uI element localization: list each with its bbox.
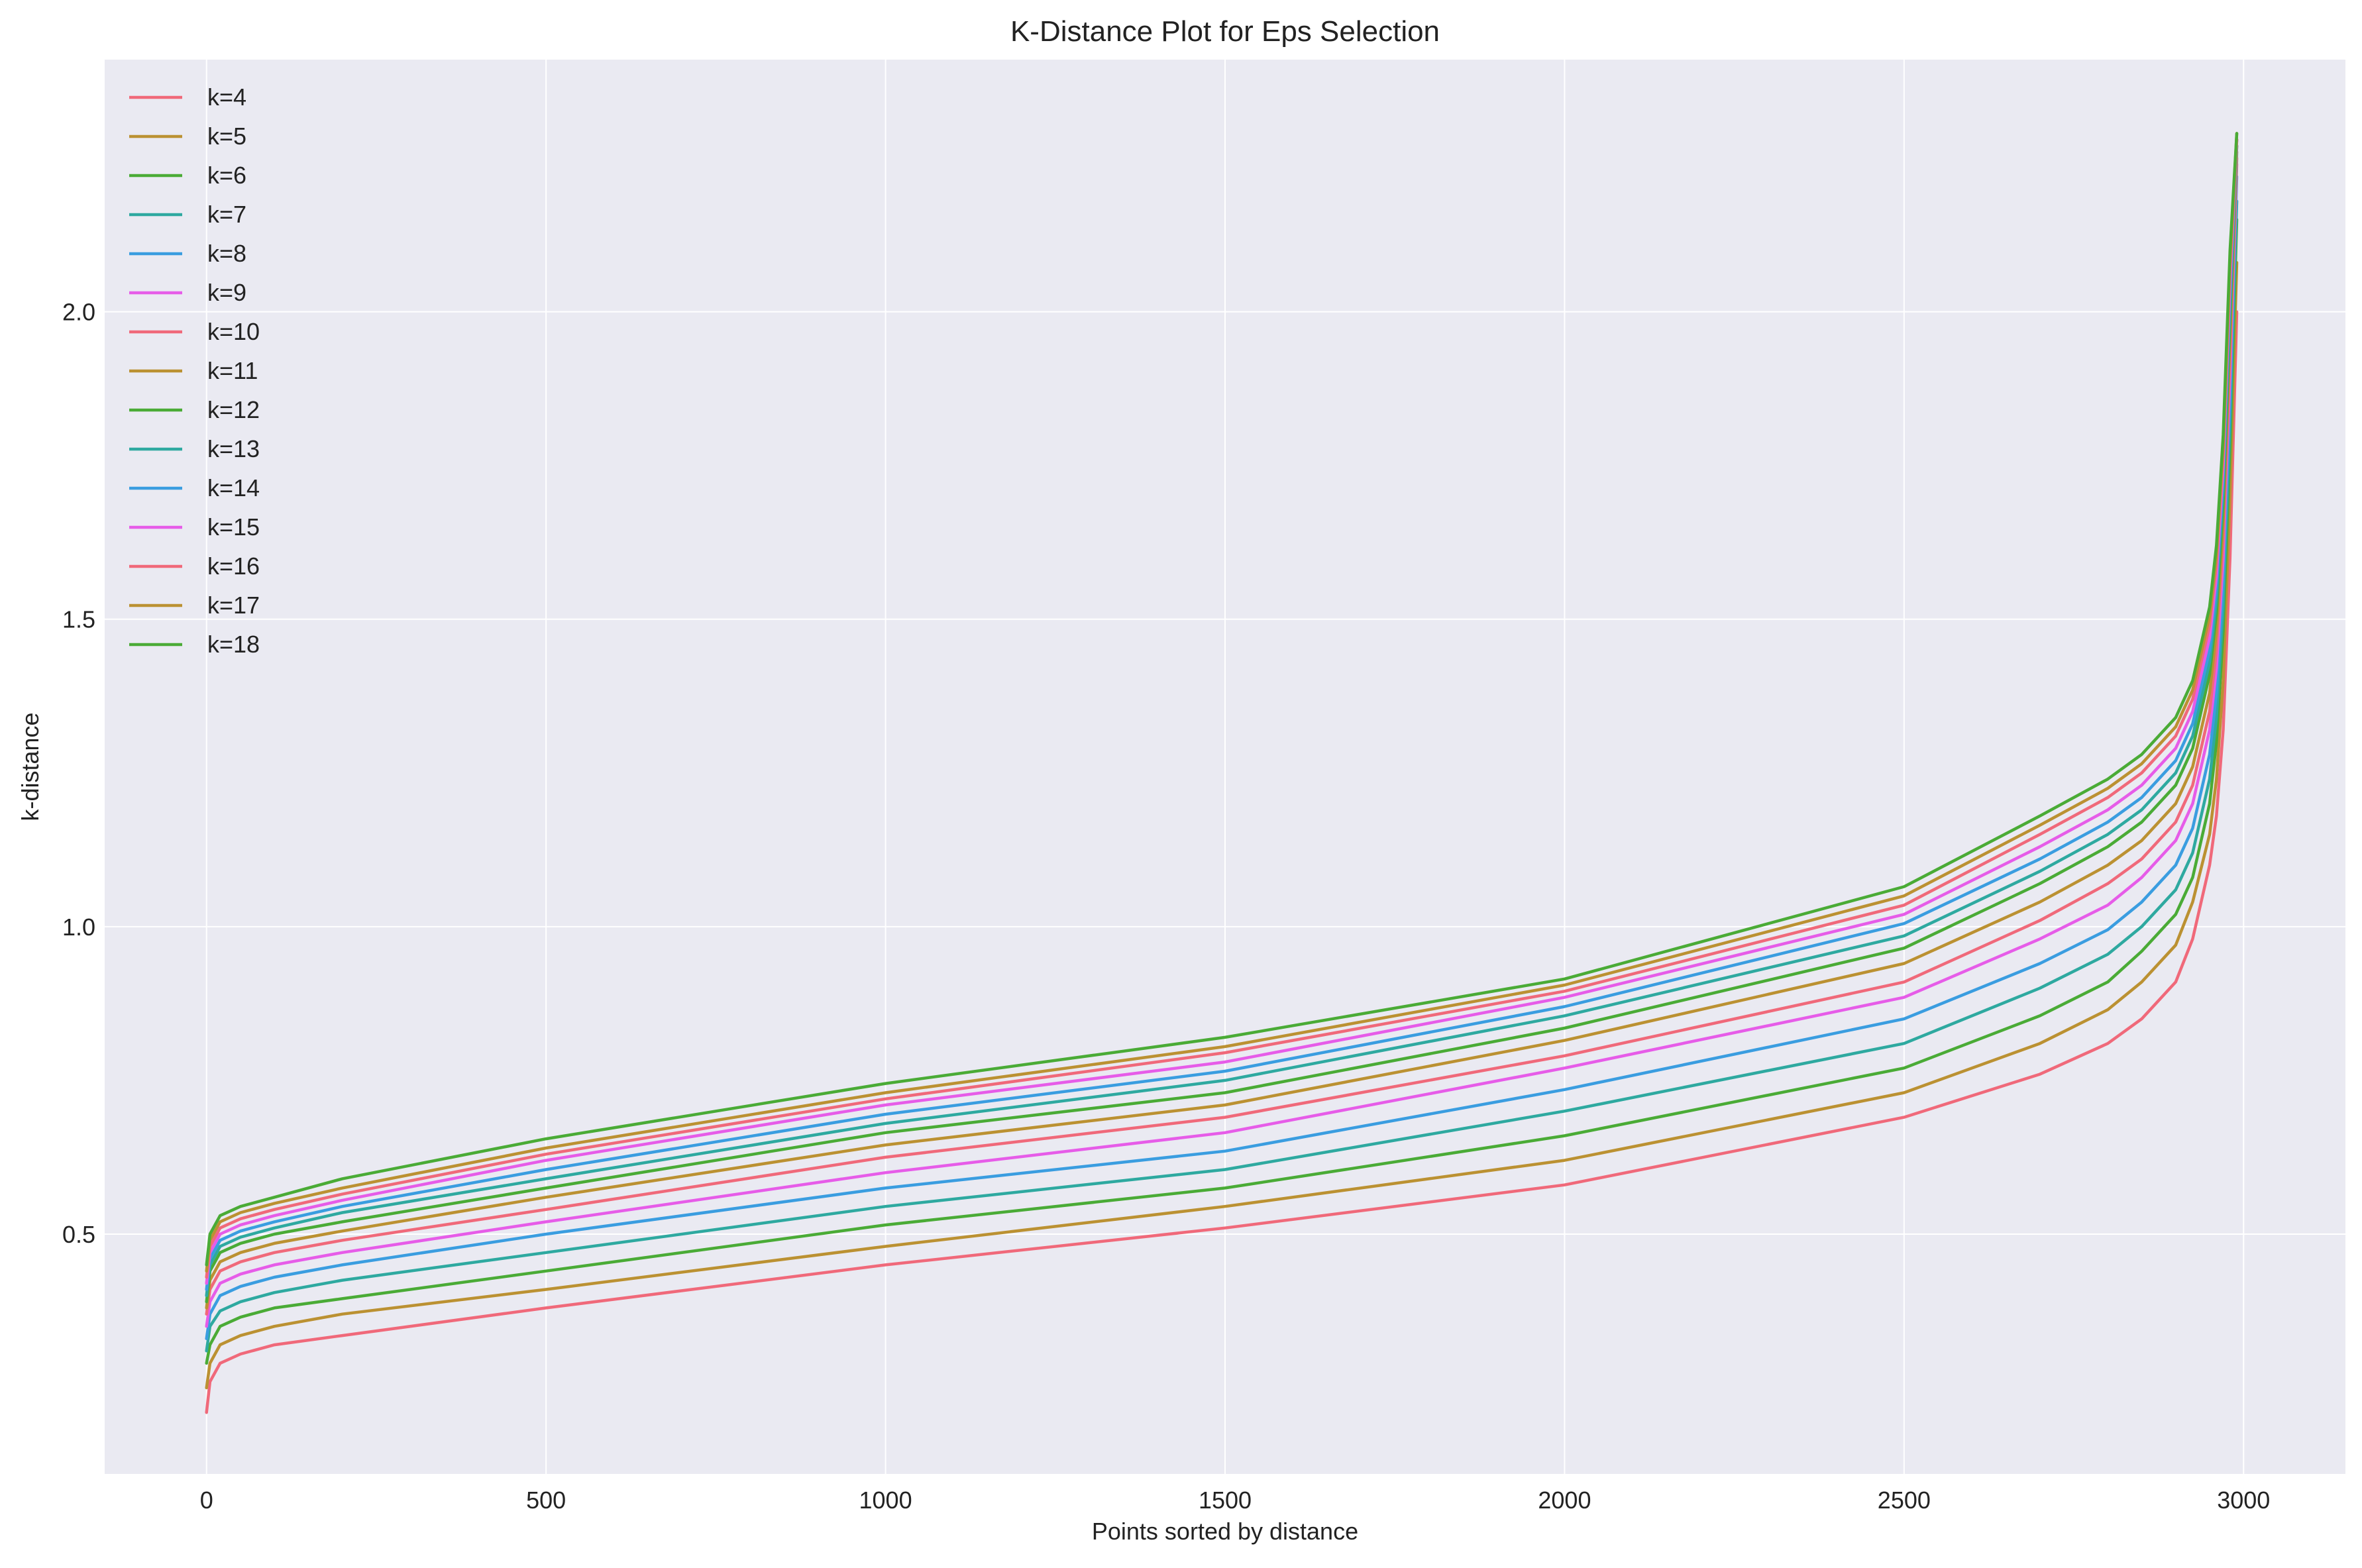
series-line-k7 [205, 199, 2239, 1353]
tick-labels: 0 500 1000 1500 2000 2500 3000 0.5 1.0 1.5 2.0 [62, 299, 2270, 1514]
legend-label: k=8 [207, 240, 246, 267]
y-tick-label: 2.0 [62, 299, 95, 326]
series-line-k4 [205, 310, 2239, 1414]
y-tick-label: 0.5 [62, 1221, 95, 1248]
series-line-k11 [205, 150, 2239, 1310]
legend-label: k=10 [207, 318, 260, 345]
legend-label: k=14 [207, 474, 260, 501]
legend-label: k=16 [207, 552, 260, 580]
series-line-k5 [205, 261, 2239, 1390]
legend-label: k=12 [207, 396, 260, 423]
series-line-k10 [205, 156, 2239, 1316]
x-tick-label: 2000 [1538, 1487, 1591, 1514]
x-tick-label: 2500 [1878, 1487, 1931, 1514]
legend-label: k=18 [207, 631, 260, 658]
legend-label: k=6 [207, 162, 246, 189]
grid [105, 60, 2345, 1474]
x-axis-label: Points sorted by distance [1092, 1518, 1358, 1545]
series-line-k18 [205, 132, 2239, 1267]
series-lines [205, 132, 2239, 1414]
legend-label: k=17 [207, 592, 260, 619]
series-line-k9 [205, 162, 2239, 1328]
legend-label: k=11 [207, 357, 258, 384]
legend-label: k=13 [207, 435, 260, 462]
x-tick-label: 500 [526, 1487, 566, 1514]
y-axis-label: k-distance [17, 712, 44, 821]
legend-label: k=9 [207, 279, 246, 306]
legend-label: k=7 [207, 201, 246, 228]
x-tick-label: 1000 [859, 1487, 912, 1514]
series-line-k8 [205, 175, 2239, 1341]
y-tick-label: 1.0 [62, 914, 95, 941]
chart-title: K-Distance Plot for Eps Selection [1010, 15, 1440, 48]
legend-label: k=4 [207, 83, 246, 111]
legend: k=4 k=5 k=6 k=7 k=8 k=9 k=10 k=11 k=12 k=13 k=14 k=… [129, 83, 260, 658]
x-tick-label: 3000 [2217, 1487, 2270, 1514]
x-tick-label: 1500 [1199, 1487, 1252, 1514]
y-tick-label: 1.5 [62, 606, 95, 633]
legend-label: k=15 [207, 513, 260, 541]
x-tick-label: 0 [200, 1487, 213, 1514]
series-line-k6 [205, 218, 2239, 1365]
legend-label: k=5 [207, 123, 246, 150]
